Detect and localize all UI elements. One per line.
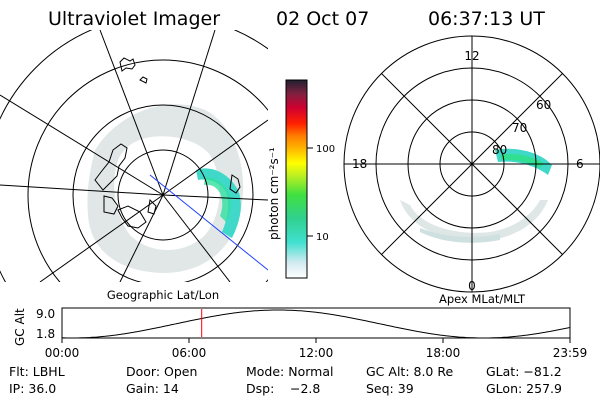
altitude-timeline: GC Alt 9.0 1.8 00:00 06:00 12:00 18:00 2… <box>13 307 587 360</box>
x-tick-1800: 18:00 <box>426 346 461 360</box>
mode-label: Mode: Normal <box>246 364 334 379</box>
aurora-oval-bright <box>196 168 241 238</box>
filter-label: Flt: LBHL <box>9 364 65 379</box>
coastlines <box>94 57 241 229</box>
meridians <box>0 30 268 282</box>
aurora-oval-faint <box>87 104 244 273</box>
gain-label: Gain: 14 <box>126 381 179 396</box>
time-label: 06:37:13 UT <box>428 8 545 30</box>
mlt-lines <box>344 36 600 292</box>
x-tick-2359: 23:59 <box>553 346 588 360</box>
mlat-70-label: 70 <box>512 121 527 135</box>
x-tick-0600: 06:00 <box>172 346 207 360</box>
left-panel-label: Geographic Lat/Lon <box>107 288 219 302</box>
y-tick-9: 9.0 <box>36 307 55 321</box>
x-tick-1200: 12:00 <box>299 346 334 360</box>
colorbar-unit-label: photon cm⁻²s⁻¹ <box>267 147 281 240</box>
door-label: Door: Open <box>126 364 198 379</box>
glon-label: GLon: 257.9 <box>486 381 562 396</box>
timeline-ylabel: GC Alt <box>13 308 27 346</box>
colorbar-tick-100: 100 <box>316 144 335 155</box>
seq-label: Seq: 39 <box>366 381 414 396</box>
geographic-map <box>0 30 268 282</box>
ip-label: IP: 36.0 <box>9 381 57 396</box>
x-tick-0000: 00:00 <box>45 346 80 360</box>
polar-plot <box>343 35 600 293</box>
colorbar: 100 10 photon cm⁻²s⁻¹ <box>267 79 335 279</box>
mlat-80-label: 80 <box>492 143 507 157</box>
right-panel-label: Apex MLat/MLT <box>439 292 526 306</box>
dsp-label: Dsp: <box>246 381 275 396</box>
dsp-value: −2.8 <box>290 381 321 396</box>
mlt-12-label: 12 <box>464 49 479 63</box>
mlt-6-label: 6 <box>576 157 584 171</box>
date-label: 02 Oct 07 <box>276 8 370 30</box>
app-title: Ultraviolet Imager <box>48 8 221 30</box>
glat-label: GLat: −81.2 <box>486 364 562 379</box>
timeline-ticks <box>61 338 571 343</box>
track-line <box>149 174 268 271</box>
lat-circles <box>0 30 268 282</box>
y-tick-1-8: 1.8 <box>36 327 55 341</box>
colorbar-tick-10: 10 <box>316 232 329 243</box>
gc-alt-label: GC Alt: 8.0 Re <box>366 364 454 379</box>
mlt-0-label: 0 <box>468 279 476 293</box>
mlat-60-label: 60 <box>536 98 551 112</box>
altitude-curve <box>61 309 571 339</box>
mlt-18-label: 18 <box>352 157 367 171</box>
